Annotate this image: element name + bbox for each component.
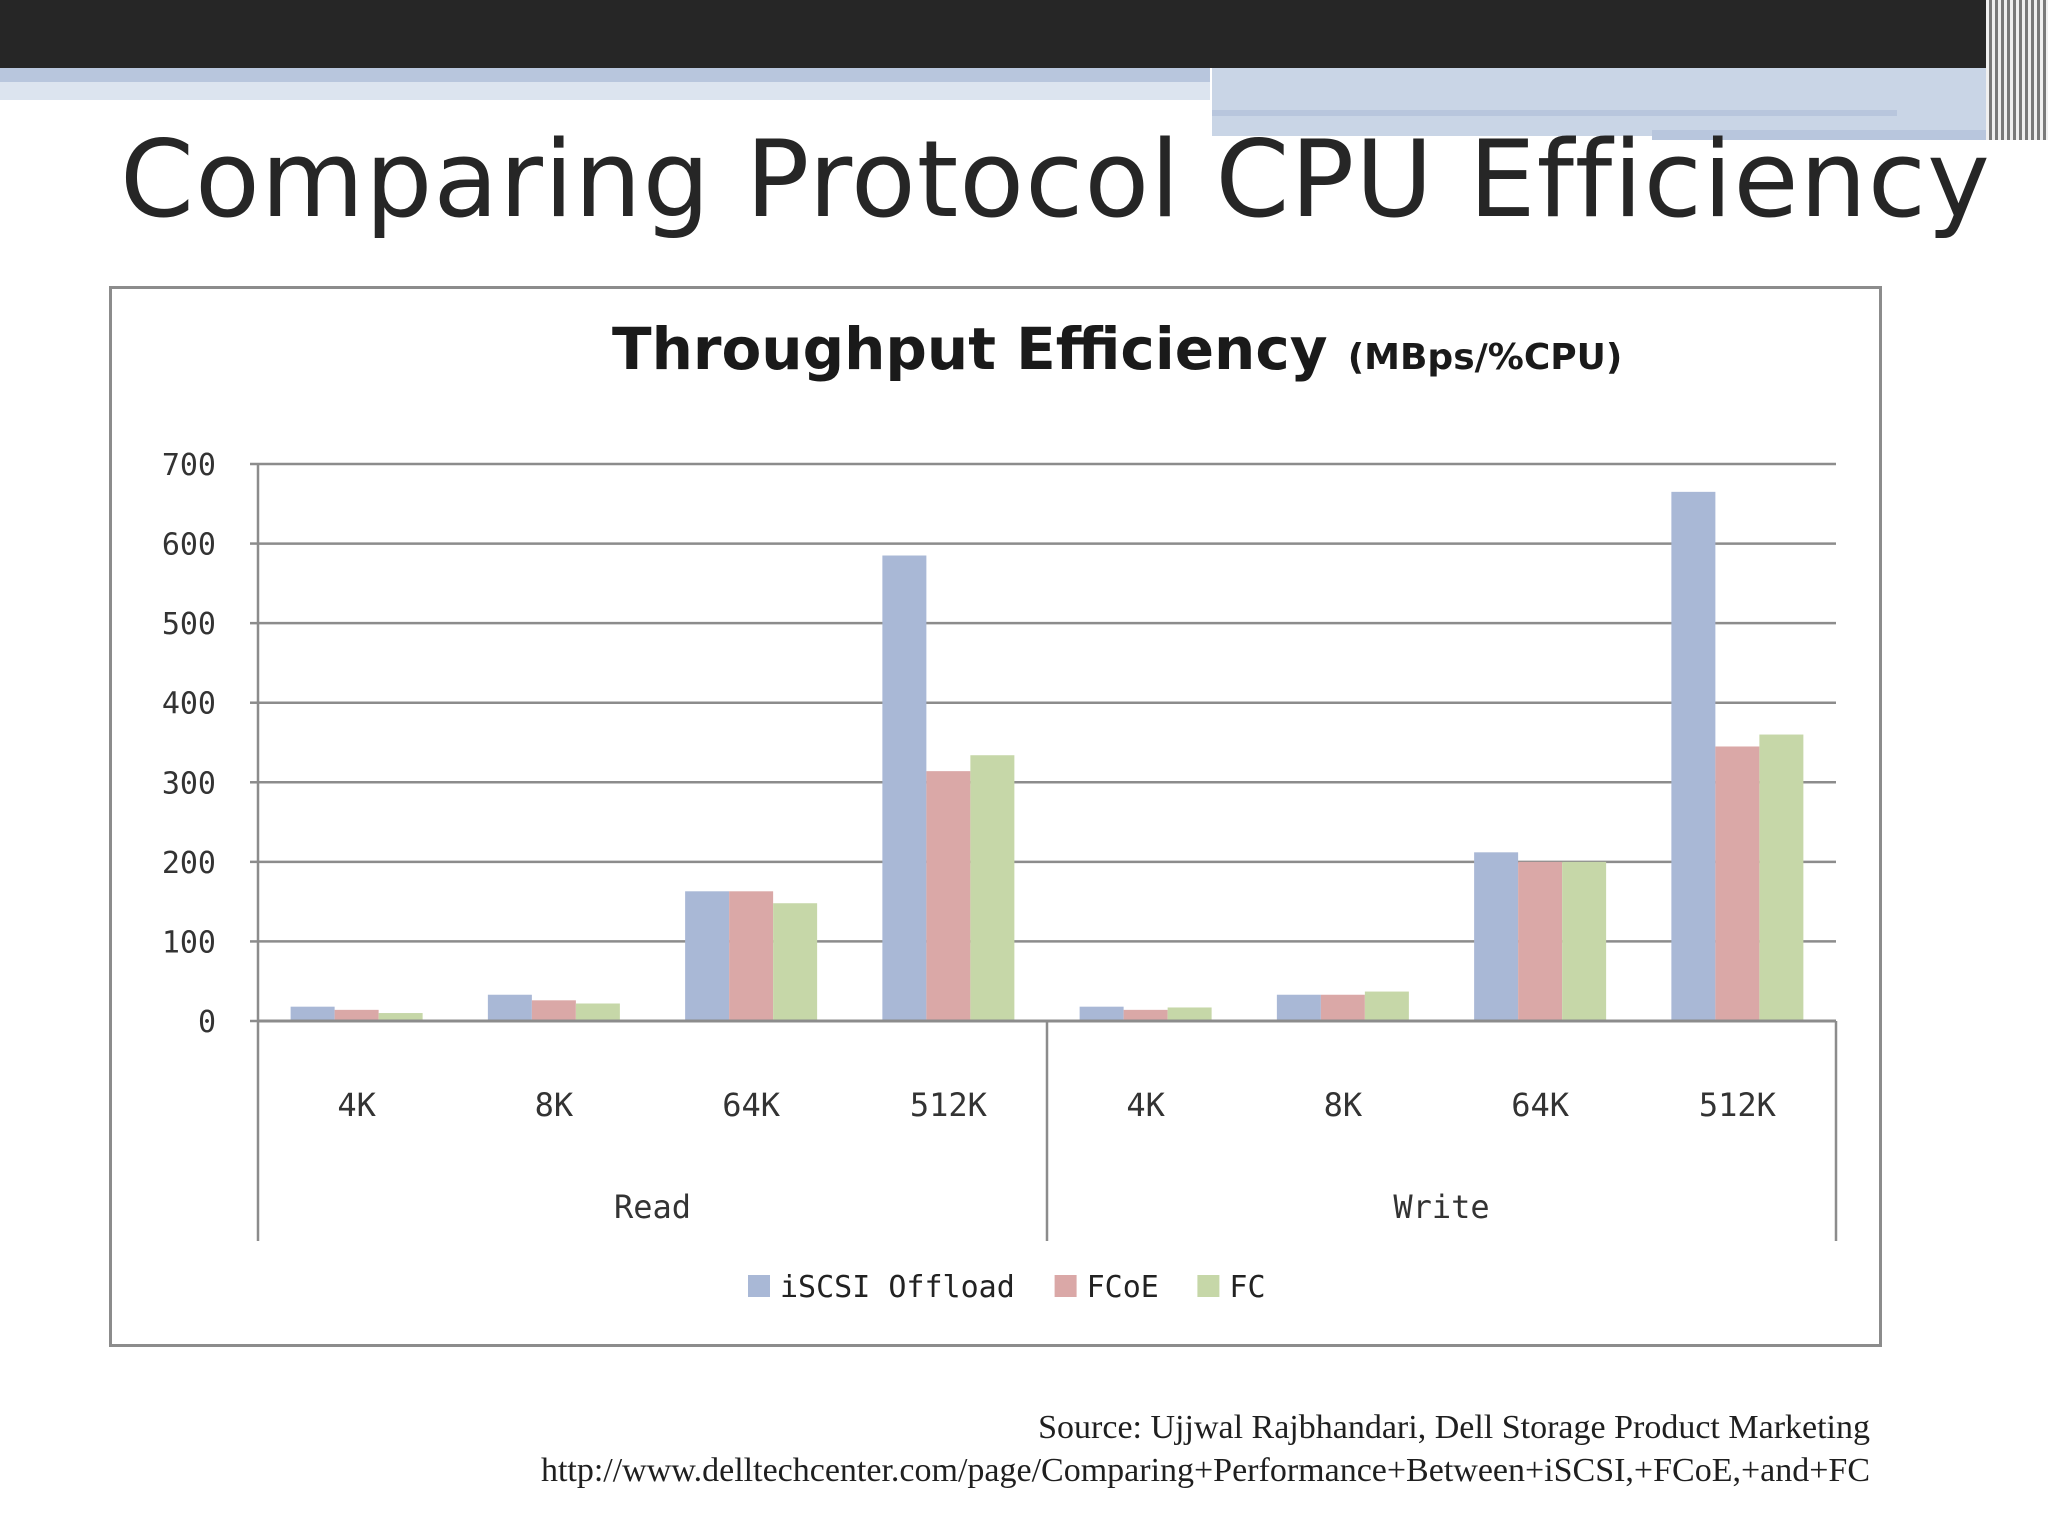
x-tick-label: 8K [535, 1086, 574, 1124]
bar-fcoe-7 [1715, 746, 1760, 1021]
bar-fcoe-1 [531, 1000, 576, 1021]
bar-fcoe-2 [729, 891, 774, 1021]
bar-iscsi-offload-5 [1276, 994, 1321, 1021]
bar-fcoe-0 [334, 1009, 379, 1021]
accent-stripe-right [1212, 68, 2012, 136]
bar-fc-1 [575, 1003, 620, 1021]
corner-lines [1986, 0, 2048, 140]
bar-iscsi-offload-6 [1474, 852, 1519, 1021]
slide-title: Comparing Protocol CPU Efficiency [120, 118, 1991, 241]
source-author-line: Source: Ujjwal Rajbhandari, Dell Storage… [1038, 1409, 1870, 1446]
legend-label: iSCSI Offload [780, 1270, 1015, 1305]
y-tick-label: 400 [162, 687, 216, 722]
x-tick-label: 8K [1324, 1086, 1363, 1124]
bar-fc-0 [378, 1013, 423, 1021]
accent-stripe [0, 68, 1210, 82]
chart-title-main: Throughput Efficiency [612, 315, 1348, 383]
accent-stripe-right-bar [1652, 130, 2008, 140]
bar-fcoe-5 [1320, 994, 1365, 1021]
y-tick-label: 0 [198, 1005, 216, 1040]
source-citation: Source: Ujjwal Rajbhandari, Dell Storage… [541, 1406, 1870, 1492]
y-tick-label: 600 [162, 528, 216, 563]
bar-fc-3 [970, 755, 1015, 1021]
x-group-label: Write [1393, 1188, 1489, 1226]
x-tick-label: 4K [337, 1086, 376, 1124]
slide-top-bar [0, 0, 2048, 68]
legend-swatch-fc [1197, 1275, 1220, 1297]
legend-swatch-fcoe [1054, 1275, 1077, 1297]
bar-iscsi-offload-1 [487, 994, 532, 1021]
bar-fc-5 [1364, 991, 1409, 1021]
chart-title: Throughput Efficiency (MBps/%CPU) [612, 315, 1622, 383]
bar-fcoe-6 [1518, 861, 1563, 1021]
legend-label: FCoE [1087, 1270, 1159, 1305]
legend-label: FC [1229, 1270, 1265, 1305]
chart-frame: Throughput Efficiency (MBps/%CPU) 0 100 200… [109, 286, 1882, 1347]
bar-fc-2 [773, 903, 818, 1021]
y-tick-label: 100 [162, 925, 216, 960]
x-group-label: Read [614, 1188, 691, 1226]
bar-fc-4 [1167, 1007, 1212, 1021]
x-tick-label: 512K [1699, 1086, 1777, 1124]
y-tick-label: 300 [162, 766, 216, 801]
x-tick-label: 64K [722, 1086, 781, 1124]
y-tick-label: 700 [162, 448, 216, 483]
bar-fcoe-4 [1123, 1009, 1168, 1021]
bar-iscsi-offload-2 [685, 891, 730, 1021]
legend-swatch-iscsi-offload [748, 1275, 770, 1297]
throughput-efficiency-chart: Throughput Efficiency (MBps/%CPU) 0 100 200… [162, 315, 1838, 1305]
bar-iscsi-offload-4 [1079, 1006, 1124, 1021]
x-tick-label: 4K [1126, 1086, 1165, 1124]
accent-stripe-light [0, 82, 1210, 100]
bar-fc-7 [1759, 734, 1804, 1021]
chart-title-units: (MBps/%CPU) [1348, 337, 1623, 378]
y-tick-label: 200 [162, 846, 216, 881]
y-tick-label: 500 [162, 607, 216, 642]
accent-stripe-right-line [1212, 110, 1897, 116]
bar-iscsi-offload-3 [882, 555, 927, 1021]
bar-fc-6 [1562, 861, 1607, 1021]
bar-fcoe-3 [926, 771, 971, 1021]
x-tick-label: 64K [1511, 1086, 1570, 1124]
bar-iscsi-offload-0 [290, 1006, 335, 1021]
x-tick-label: 512K [910, 1086, 988, 1124]
source-url-line[interactable]: http://www.delltechcenter.com/page/Compa… [540, 1452, 1870, 1489]
bar-iscsi-offload-7 [1671, 491, 1716, 1022]
